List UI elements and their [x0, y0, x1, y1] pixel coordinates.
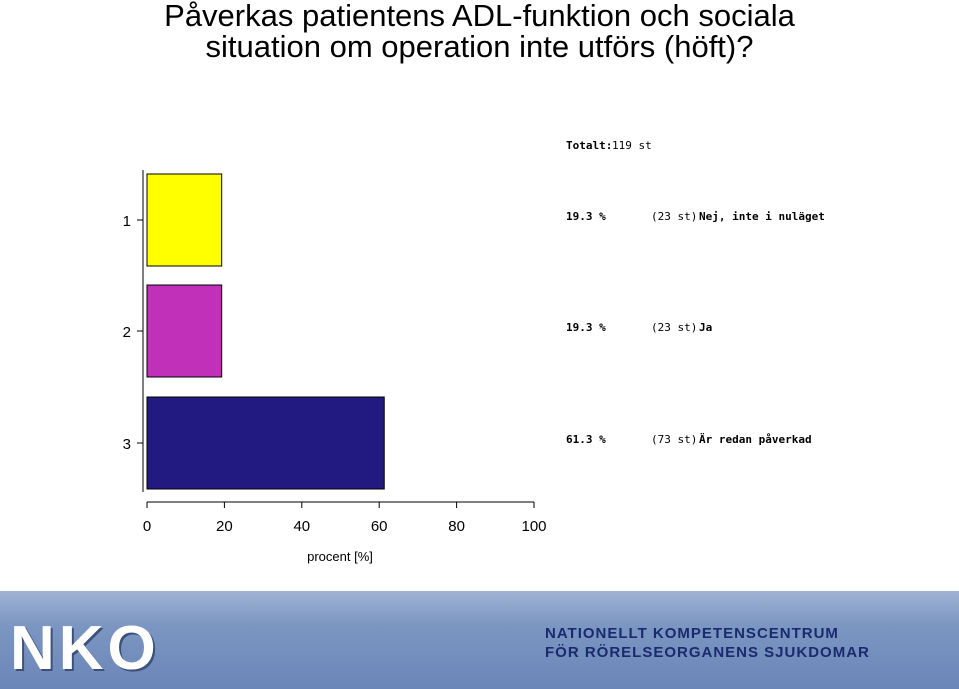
- chart-bars: [146, 173, 385, 490]
- footer-line-2: FÖR RÖRELSEORGANENS SJUKDOMAR: [545, 644, 870, 661]
- percent-label-3: 61.3 %: [566, 433, 606, 446]
- footer-organization-name: NATIONELLT KOMPETENSCENTRUM FÖR RÖRELSEO…: [545, 624, 870, 662]
- bar-2: [146, 284, 223, 378]
- chart-axes: 0 20 40 60 80 100 procent [%] 1 2 3: [123, 170, 547, 564]
- bar-chart: 0 20 40 60 80 100 procent [%] 1 2 3 Totalt: 119 st…: [123, 139, 825, 564]
- x-tick-label: 80: [448, 518, 465, 535]
- footer-banner: NKO NATIONELLT KOMPETENSCENTRUM FÖR RÖRE…: [0, 591, 959, 689]
- count-label-2: (23 st): [651, 321, 697, 334]
- answer-label-2: Ja: [699, 321, 712, 334]
- total-value: 119 st: [612, 139, 652, 152]
- total-label: Totalt:: [566, 139, 612, 152]
- count-label-3: (73 st): [651, 433, 697, 446]
- answer-label-3: Är redan påverkad: [699, 432, 812, 446]
- x-axis-label: procent [%]: [307, 549, 373, 564]
- nko-logo: NKO: [10, 614, 160, 683]
- y-tick-label-3: 3: [123, 436, 131, 453]
- count-label-1: (23 st): [651, 210, 697, 223]
- answer-label-1: Nej, inte i nuläget: [699, 210, 825, 223]
- slide-title-line-2: situation om operation inte utförs (höft…: [205, 29, 754, 64]
- bar-1: [146, 173, 223, 267]
- footer-line-1: NATIONELLT KOMPETENSCENTRUM: [545, 625, 839, 642]
- x-tick-label: 20: [216, 518, 233, 535]
- slide-title-line-1: Påverkas patientens ADL-funktion och soc…: [164, 0, 795, 33]
- x-tick-label: 40: [293, 518, 310, 535]
- y-tick-label-1: 1: [123, 213, 131, 230]
- percent-label-1: 19.3 %: [566, 210, 606, 223]
- x-tick-label: 60: [371, 518, 388, 535]
- x-tick-label: 0: [143, 518, 151, 535]
- percent-label-2: 19.3 %: [566, 321, 606, 334]
- slide-title: Påverkas patientens ADL-funktion och soc…: [0, 0, 959, 62]
- x-tick-label: 100: [521, 518, 546, 535]
- bar-3: [146, 396, 385, 490]
- y-tick-label-2: 2: [123, 324, 131, 341]
